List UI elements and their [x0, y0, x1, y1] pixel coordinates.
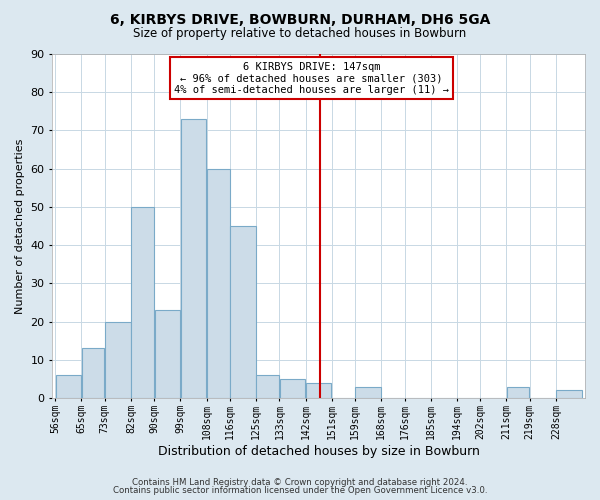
Text: Contains public sector information licensed under the Open Government Licence v3: Contains public sector information licen…: [113, 486, 487, 495]
Bar: [507, 386, 529, 398]
Bar: [230, 226, 256, 398]
Text: Size of property relative to detached houses in Bowburn: Size of property relative to detached ho…: [133, 28, 467, 40]
Bar: [82, 348, 104, 398]
Bar: [306, 383, 331, 398]
Bar: [207, 168, 230, 398]
Bar: [280, 379, 305, 398]
Bar: [181, 119, 206, 398]
Text: Contains HM Land Registry data © Crown copyright and database right 2024.: Contains HM Land Registry data © Crown c…: [132, 478, 468, 487]
X-axis label: Distribution of detached houses by size in Bowburn: Distribution of detached houses by size …: [158, 444, 479, 458]
Bar: [355, 386, 381, 398]
Text: 6 KIRBYS DRIVE: 147sqm
← 96% of detached houses are smaller (303)
4% of semi-det: 6 KIRBYS DRIVE: 147sqm ← 96% of detached…: [174, 62, 449, 95]
Bar: [56, 375, 81, 398]
Y-axis label: Number of detached properties: Number of detached properties: [15, 138, 25, 314]
Bar: [105, 322, 131, 398]
Text: 6, KIRBYS DRIVE, BOWBURN, DURHAM, DH6 5GA: 6, KIRBYS DRIVE, BOWBURN, DURHAM, DH6 5G…: [110, 12, 490, 26]
Bar: [256, 375, 279, 398]
Bar: [155, 310, 180, 398]
Bar: [556, 390, 581, 398]
Bar: [131, 207, 154, 398]
